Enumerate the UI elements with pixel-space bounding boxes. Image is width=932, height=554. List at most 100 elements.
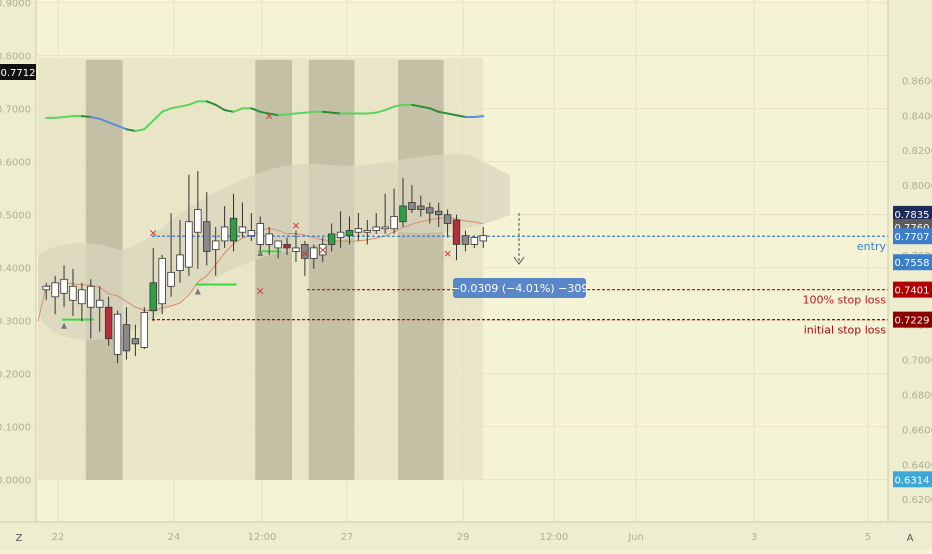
right-axis-badge-label: 0.7401 [895,286,930,297]
candle-body[interactable] [390,216,398,230]
candle-body[interactable] [194,209,202,233]
shaded-session [398,60,444,480]
candle-body[interactable] [238,226,247,233]
right-axis-badge-label: 0.7229 [895,316,930,327]
candle-body[interactable] [336,231,345,238]
candle-body[interactable] [78,289,86,305]
candle-body[interactable] [363,230,372,233]
x-marker: × [318,244,327,257]
shaded-session [255,60,292,480]
left-axis-tick-label: 0.5000 [0,211,31,222]
time-axis-tick-label: Jun [627,532,644,543]
upper-band-segment [161,107,173,113]
candle-body[interactable] [345,230,354,237]
candle-body[interactable] [185,221,193,268]
candle-body[interactable] [247,230,256,237]
candle-body[interactable] [301,244,309,259]
left-axis-badge [0,64,36,80]
time-axis-tick-label: 5 [865,532,871,543]
right-axis-badge-label: 0.7558 [895,258,930,269]
stop-loss-100-line-label: 100% stop loss [803,294,887,307]
upper-band-segment [223,109,235,113]
candle-body[interactable] [479,235,487,242]
left-axis-tick-label: 0.8000 [0,52,31,63]
candle-body[interactable] [113,313,122,355]
time-axis-tick-label: 3 [751,532,757,543]
entry-line-label: entry [857,240,887,253]
upper-band-segment [303,110,315,114]
candle-body[interactable] [443,214,452,224]
candle-body[interactable] [452,219,461,245]
candle-body[interactable] [211,240,220,251]
left-axis-panel [0,0,36,522]
candle-body[interactable] [131,338,140,345]
x-marker: × [256,285,265,298]
candle-body[interactable] [354,228,363,233]
left-axis-tick-label: 0.4000 [0,264,31,275]
initial-stop-loss-line-label: initial stop loss [804,324,887,337]
upper-band-segment [54,116,66,119]
upper-band-segment [286,112,297,116]
candle-body[interactable] [283,244,291,249]
candle-body[interactable] [256,223,264,245]
upper-band-segment [455,114,467,119]
candle-body[interactable] [292,247,300,252]
candle-body[interactable] [274,240,282,249]
candle-body[interactable] [158,257,166,305]
candle-body[interactable] [140,312,149,348]
upper-band-segment [277,113,289,117]
candle-body[interactable] [310,247,318,259]
candle-body[interactable] [167,271,175,287]
candle-body[interactable] [220,226,229,242]
candle-body[interactable] [69,285,77,301]
right-axis-badge-label: 0.7835 [895,210,930,221]
candle-body[interactable] [319,244,327,256]
upper-band-segment [232,107,244,113]
upper-band-segment [98,117,110,124]
candle-body[interactable] [265,233,273,245]
upper-band-segment [428,107,440,113]
candle-body[interactable] [399,205,407,223]
candle-body[interactable] [42,285,50,291]
candle-body[interactable] [417,205,425,210]
upper-band-segment [419,105,431,110]
candle-body[interactable] [104,306,113,340]
candle-body[interactable] [408,202,416,210]
candle-body[interactable] [176,254,184,271]
time-axis-tick-label: 22 [52,532,65,543]
candle-body[interactable] [60,278,68,294]
candle-body[interactable] [470,237,479,245]
candle-body[interactable] [372,226,380,231]
upper-band-segment [268,112,280,117]
left-axis-tick-label: 0.0000 [0,476,31,487]
candle-body[interactable] [327,233,336,245]
measure-tag-label: −0.0309 (−4.01%) −309 [451,282,589,295]
candle-body[interactable] [149,282,157,312]
right-axis-badge [893,281,932,298]
upper-band-segment [89,116,101,120]
candle-body[interactable] [434,210,443,216]
upper-band-segment [63,115,74,119]
right-axis-badge [893,311,932,328]
upper-band-segment [294,111,306,115]
candle-body[interactable] [381,226,389,230]
candle-body[interactable] [461,235,470,245]
candle-body[interactable] [426,207,434,214]
candle-body[interactable] [203,221,211,252]
left-axis-tick-label: 0.6000 [0,158,31,169]
x-marker: × [265,109,274,122]
candle-body[interactable] [51,282,59,298]
auto-scale-toggle: A [907,533,914,544]
candle-body[interactable] [87,285,95,308]
candle-body[interactable] [122,324,131,352]
candle-body[interactable] [96,299,104,308]
upper-band-segment [152,110,164,122]
time-axis-tick-label: 29 [457,532,470,543]
candle-body[interactable] [229,217,238,242]
